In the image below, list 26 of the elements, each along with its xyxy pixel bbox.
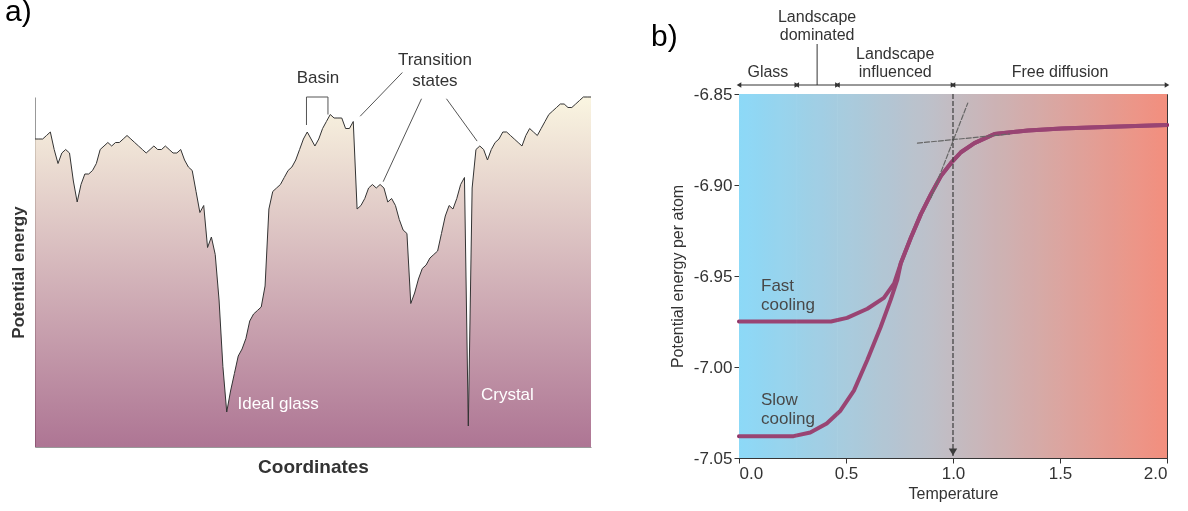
y-tick-label: -7.00 [693, 357, 733, 377]
y-axis-title: Potential energy [8, 205, 28, 339]
y-tick-label: -6.95 [693, 266, 733, 286]
x-tick-label: 2.0 [1143, 463, 1168, 483]
series-label: Slow cooling [761, 390, 815, 429]
band-label: Free diffusion [1011, 63, 1109, 80]
y-tick-label: -7.05 [693, 448, 733, 468]
band-label: Landscape dominated [777, 8, 857, 43]
annotation: Ideal glass [237, 393, 319, 413]
band-label: Glass [747, 63, 789, 80]
x-tick-label: 0.0 [739, 463, 764, 483]
annotation: Crystal [480, 385, 534, 405]
y-axis-title: Potential energy per atom [668, 184, 686, 369]
x-tick-label: 1.5 [1048, 463, 1073, 483]
text: Basin [296, 67, 340, 87]
band-label: Landscape influenced [856, 45, 935, 80]
x-axis-title: Temperature [908, 484, 999, 502]
text: Transition states [397, 50, 472, 90]
y-tick-label: -6.85 [693, 84, 733, 104]
x-axis-title: Coordinates [258, 455, 369, 477]
x-tick-label: 1.0 [941, 463, 966, 483]
chart-title: b) [651, 19, 678, 52]
x-tick-label: 0.5 [834, 463, 859, 483]
chart-title: a) [5, 0, 32, 27]
y-tick-label: -6.90 [693, 175, 733, 195]
series-label: Fast cooling [761, 275, 815, 314]
